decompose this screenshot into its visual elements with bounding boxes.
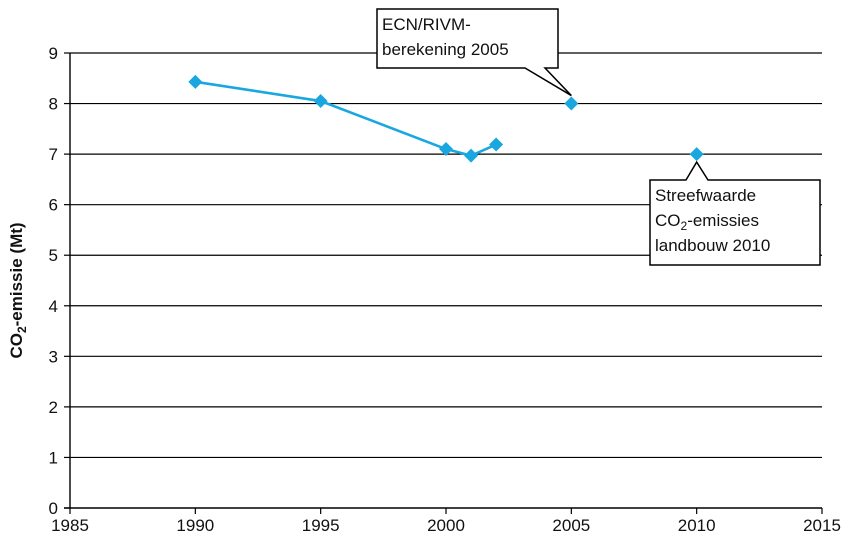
annotations: ECN/RIVM-berekening 2005 Streefwaarde CO2-… <box>376 8 821 266</box>
y-tick-label-8: 8 <box>49 95 58 114</box>
callout-1-line-2: landbouw 2010 <box>655 236 770 255</box>
x-tick-label-2005: 2005 <box>552 516 590 535</box>
y-tick-label-4: 4 <box>49 297 58 316</box>
y-axis-title: CO2-emissie (Mt) <box>7 222 29 358</box>
data-point-1990 <box>188 74 203 89</box>
data-point-2002 <box>489 137 504 152</box>
callout-1-line-0: Streefwaarde <box>655 186 756 205</box>
y-tick-label-6: 6 <box>49 196 58 215</box>
callout-box-1 <box>649 160 821 266</box>
y-tick-label-7: 7 <box>49 145 58 164</box>
data-point-1995 <box>313 94 328 109</box>
x-tick-label-2000: 2000 <box>427 516 465 535</box>
axes <box>64 53 822 509</box>
callout-0-line-1: berekening 2005 <box>382 40 509 59</box>
data-point-2005 <box>564 96 579 111</box>
x-tick-label-1995: 1995 <box>302 516 340 535</box>
y-tick-label-2: 2 <box>49 398 58 417</box>
callout-1-line-1: CO2-emissies <box>655 211 759 233</box>
y-axis-title-subscript: 2 <box>15 326 29 333</box>
data-point-2010 <box>689 147 704 162</box>
y-axis-ticks: 0 1 2 3 4 5 6 7 8 9 <box>49 44 70 518</box>
series-line-0 <box>195 80 497 158</box>
y-axis-title-rest: -emissie (Mt) <box>7 222 26 326</box>
x-axis-ticks: 1985 1990 1995 2000 2005 2010 2015 <box>51 508 841 535</box>
x-tick-label-2010: 2010 <box>678 516 716 535</box>
y-tick-label-0: 0 <box>49 499 58 518</box>
y-tick-label-5: 5 <box>49 246 58 265</box>
y-tick-label-3: 3 <box>49 347 58 366</box>
y-axis-title-main: CO <box>7 333 26 359</box>
data-point-2000 <box>439 142 453 157</box>
y-tick-label-9: 9 <box>49 44 58 63</box>
callout-0: ECN/RIVM-berekening 2005 <box>376 8 572 97</box>
data-series <box>188 74 704 163</box>
data-point-2001 <box>464 148 479 163</box>
y-tick-label-1: 1 <box>49 448 58 467</box>
x-tick-label-2015: 2015 <box>803 516 841 535</box>
callout-1: Streefwaarde CO2-emissies landbouw 2010 <box>649 160 821 266</box>
callout-box-0 <box>376 8 572 97</box>
x-tick-label-1990: 1990 <box>176 516 214 535</box>
x-tick-label-1985: 1985 <box>51 516 89 535</box>
callout-0-line-0: ECN/RIVM- <box>382 15 471 34</box>
